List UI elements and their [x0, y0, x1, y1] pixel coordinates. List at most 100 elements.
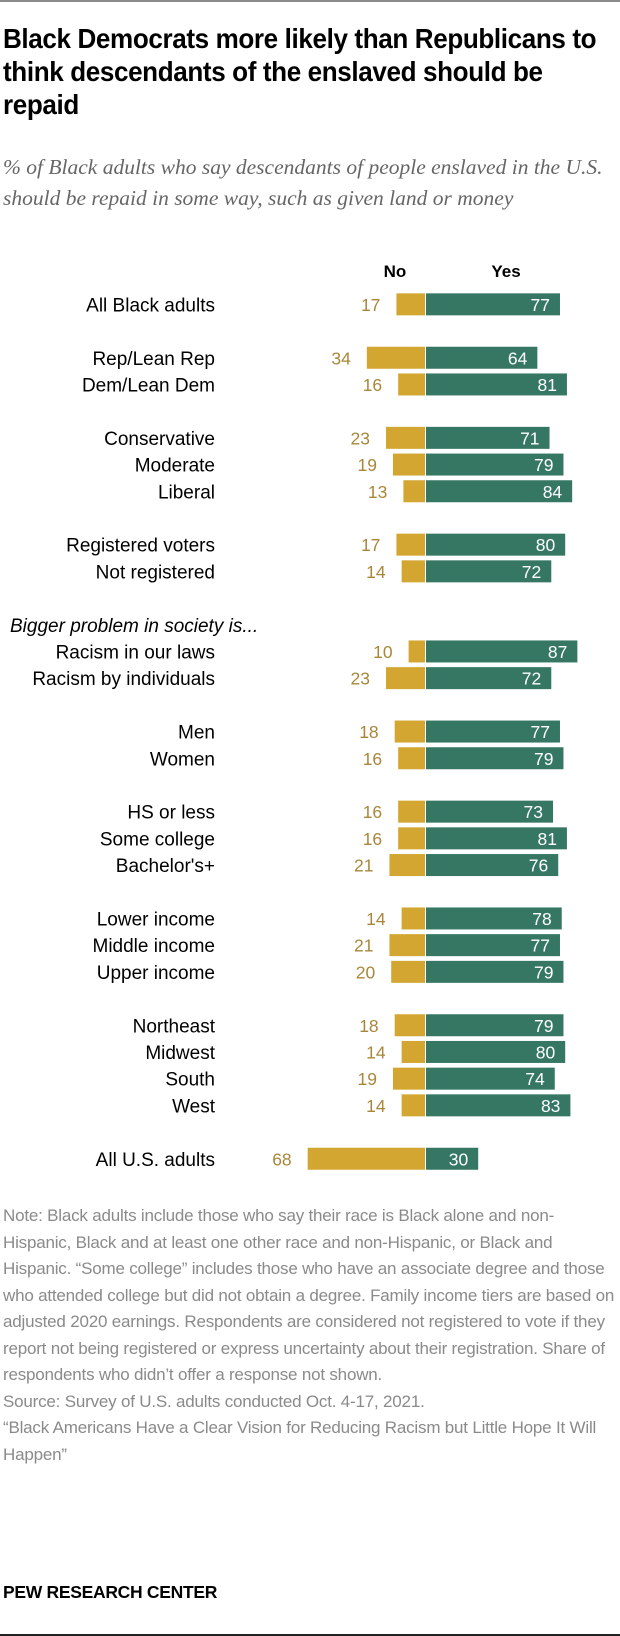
no-value-label: 20 [356, 962, 376, 982]
yes-bar [426, 453, 564, 476]
yes-bar [426, 934, 560, 957]
yes-value-label: 72 [522, 562, 541, 582]
yes-bar [426, 293, 560, 316]
no-value-label: 21 [354, 856, 373, 876]
diverging-bar-chart: No Yes All Black adults 17 77 Rep/Lean Rep 34 6… [0, 255, 620, 1215]
no-value-label: 17 [361, 535, 380, 555]
row-label: All U.S. adults [96, 1150, 215, 1171]
yes-value-label: 80 [536, 535, 556, 555]
row-label: Rep/Lean Rep [92, 349, 215, 370]
no-bar [401, 1040, 425, 1063]
row-label: Lower income [97, 909, 215, 930]
yes-bar [426, 560, 552, 583]
yes-bar [426, 854, 559, 877]
row-label: Liberal [158, 482, 215, 503]
yes-bar [426, 480, 573, 503]
yes-bar [426, 426, 550, 449]
no-bar [401, 907, 425, 930]
no-bar [403, 480, 425, 503]
yes-value-label: 79 [534, 455, 553, 475]
yes-value-label: 77 [531, 722, 550, 742]
no-bar [401, 560, 425, 583]
yes-value-label: 77 [531, 936, 550, 956]
no-value-label: 16 [363, 749, 382, 769]
no-value-label: 16 [363, 802, 382, 822]
yes-bar [426, 346, 538, 369]
row-label: West [172, 1096, 216, 1117]
row-label: Registered voters [66, 536, 215, 557]
report-title: “Black Americans Have a Clear Vision for… [3, 1418, 601, 1464]
no-value-label: 19 [357, 1069, 376, 1089]
no-bar [398, 373, 425, 396]
no-value-label: 68 [272, 1149, 291, 1169]
yes-value-label: 73 [524, 802, 543, 822]
yes-value-label: 30 [449, 1149, 469, 1169]
no-bar [385, 426, 425, 449]
yes-bar [426, 827, 567, 850]
brand-logo-text: PEW RESEARCH CENTER [3, 1582, 218, 1602]
row-label: Not registered [96, 562, 215, 583]
no-bar [307, 1147, 425, 1170]
row-label: Some college [100, 829, 215, 850]
section-heading: Bigger problem in society is... [10, 616, 258, 637]
chart-notes: Note: Black adults include those who say… [3, 1203, 615, 1468]
yes-value-label: 79 [534, 1016, 553, 1036]
no-bar [389, 854, 425, 877]
row-label: Conservative [104, 429, 215, 450]
yes-bar [426, 747, 564, 770]
chart-svg: No Yes All Black adults 17 77 Rep/Lean Rep 34 6… [10, 262, 578, 1171]
no-value-label: 21 [354, 936, 373, 956]
no-bar [398, 800, 425, 823]
yes-value-label: 87 [548, 642, 567, 662]
no-value-label: 14 [366, 1096, 386, 1116]
no-bar [366, 346, 425, 369]
row-label: Midwest [145, 1043, 215, 1064]
no-value-label: 18 [359, 1016, 378, 1036]
no-bar [398, 747, 425, 770]
no-bar [394, 720, 425, 743]
no-value-label: 16 [363, 375, 382, 395]
row-label: Racism by individuals [32, 669, 215, 690]
legend-no: No [384, 262, 407, 281]
yes-value-label: 72 [522, 669, 541, 689]
chart-subtitle: % of Black adults who say descendants of… [3, 155, 603, 210]
no-bar [398, 827, 425, 850]
row-label: Middle income [93, 936, 216, 957]
note-text: Note: Black adults include those who say… [3, 1206, 619, 1384]
row-label: HS or less [127, 803, 215, 824]
legend-yes: Yes [491, 262, 520, 281]
yes-bar [426, 960, 564, 983]
yes-value-label: 81 [537, 375, 556, 395]
no-value-label: 14 [366, 909, 386, 929]
no-bar [408, 640, 425, 663]
no-value-label: 19 [357, 455, 376, 475]
row-label: Northeast [133, 1016, 216, 1037]
row-label: Dem/Lean Dem [82, 375, 215, 396]
yes-bar [426, 373, 567, 396]
no-bar [392, 1067, 425, 1090]
no-bar [389, 934, 425, 957]
chart-title: Black Democrats more likely than Republi… [3, 23, 597, 120]
yes-value-label: 81 [537, 829, 556, 849]
no-value-label: 23 [351, 428, 370, 448]
no-bar [396, 533, 425, 556]
yes-bar [426, 800, 554, 823]
no-bar [392, 453, 425, 476]
no-bar [394, 1014, 425, 1037]
yes-bar [426, 907, 562, 930]
row-label: Women [150, 749, 215, 770]
yes-value-label: 77 [531, 295, 550, 315]
no-bar [396, 293, 425, 316]
source-text: Source: Survey of U.S. adults conducted … [3, 1391, 425, 1411]
yes-value-label: 76 [529, 856, 548, 876]
yes-value-label: 79 [534, 962, 553, 982]
row-label: Men [178, 723, 215, 744]
no-bar [385, 667, 425, 690]
no-value-label: 17 [361, 295, 380, 315]
no-value-label: 10 [373, 642, 393, 662]
no-bar [391, 960, 425, 983]
yes-bar [426, 720, 560, 743]
yes-bar [426, 1040, 566, 1063]
yes-value-label: 80 [536, 1042, 556, 1062]
no-value-label: 16 [363, 829, 382, 849]
